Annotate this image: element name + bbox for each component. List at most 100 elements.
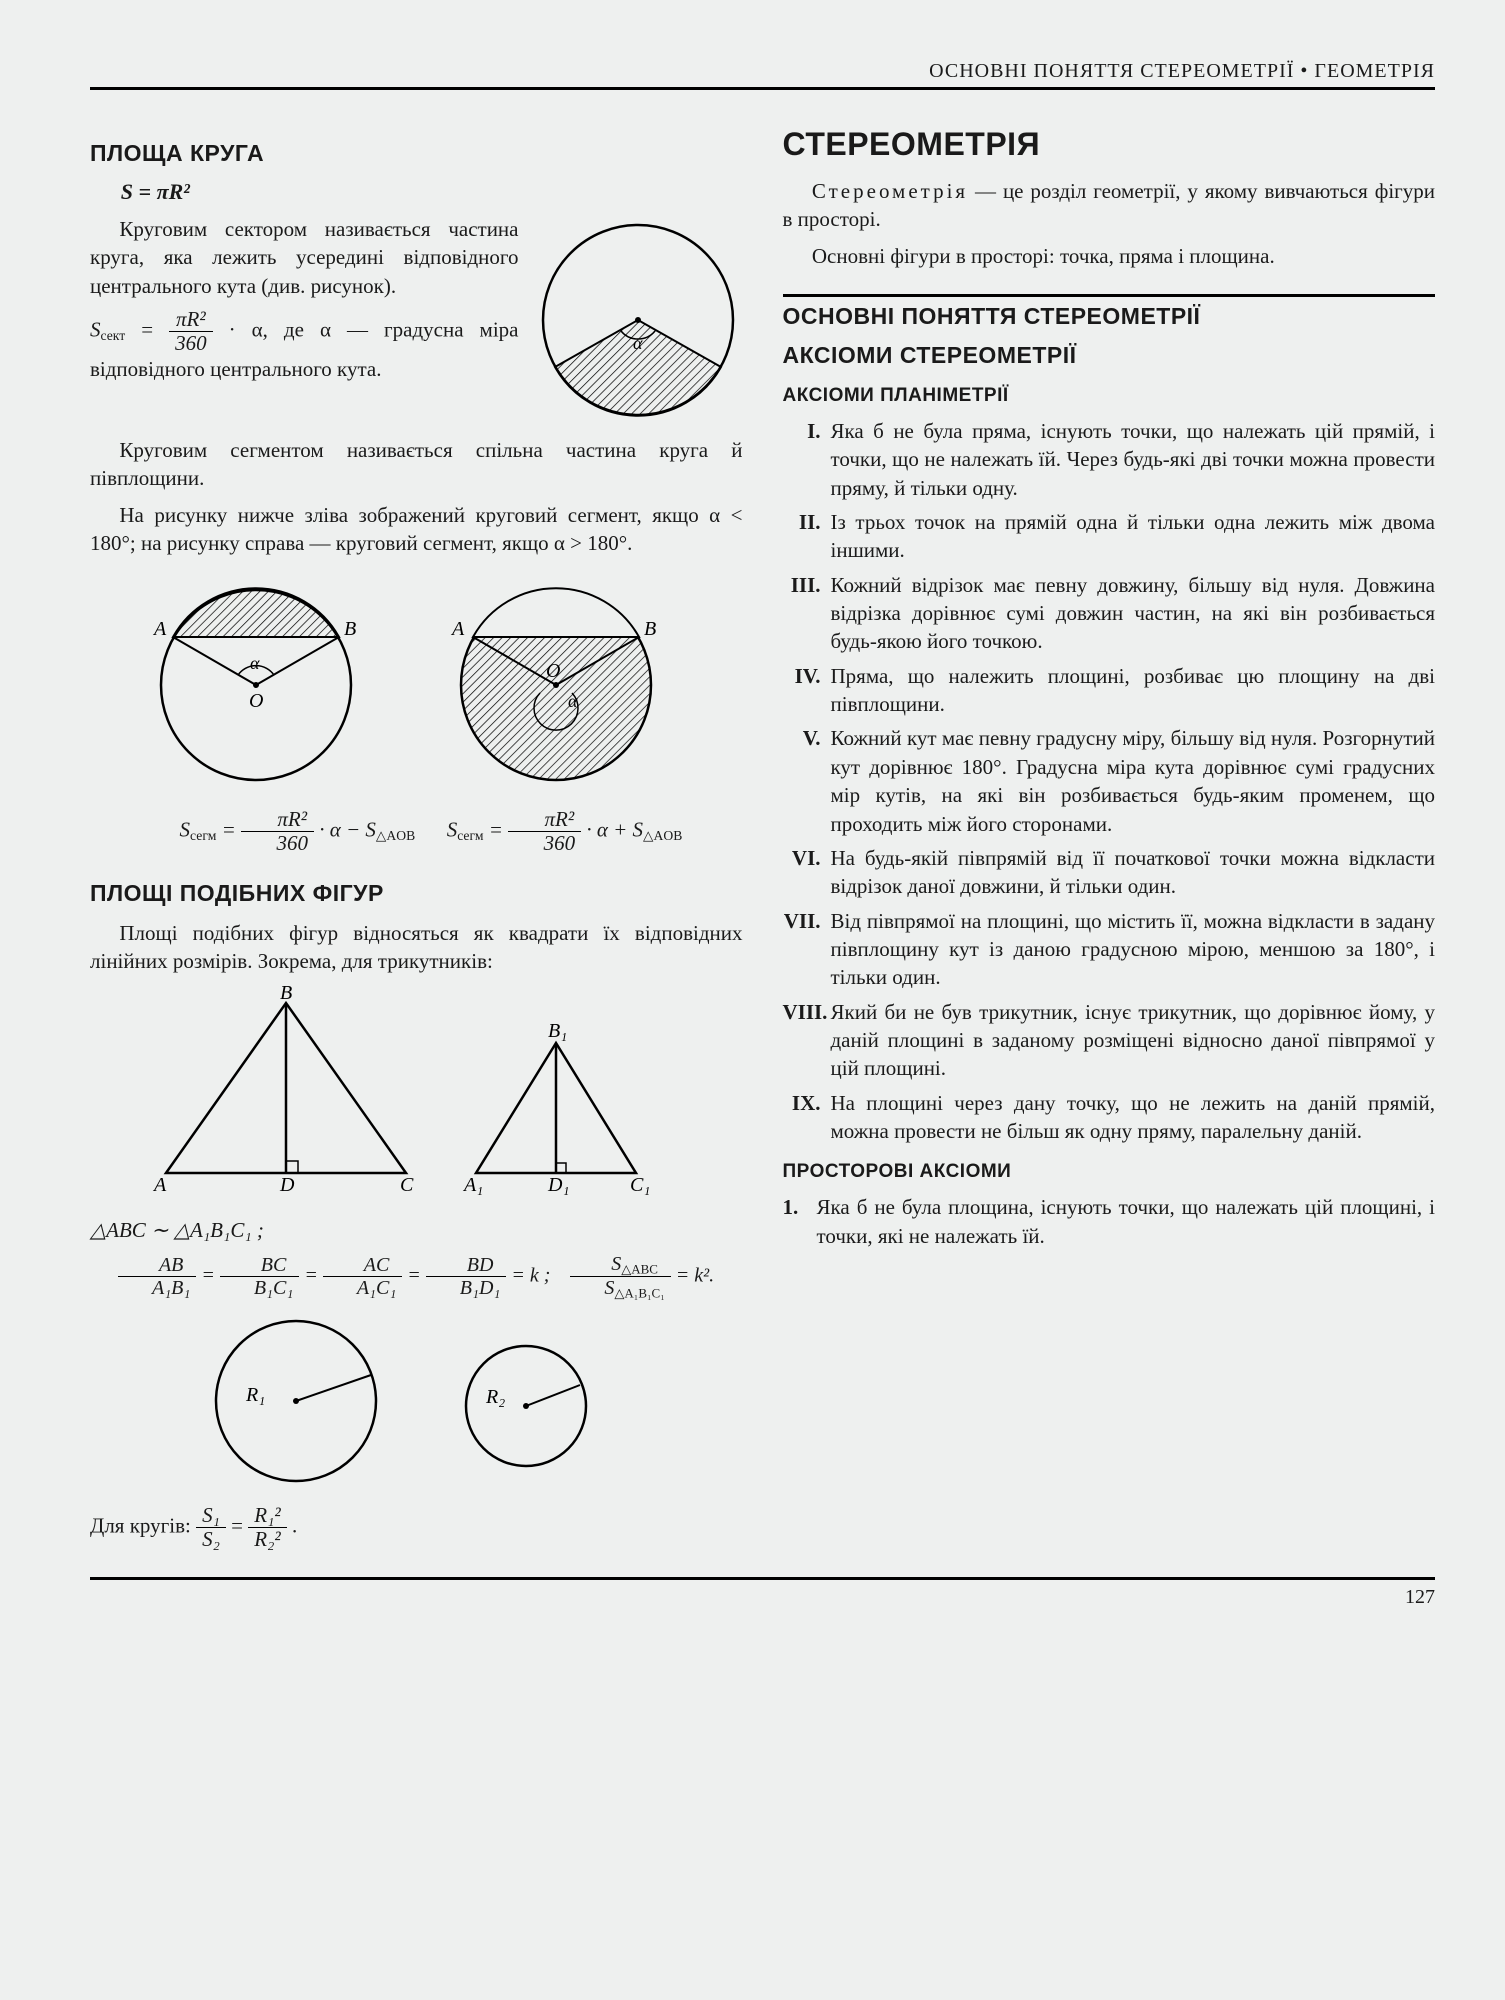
svg-text:R₂: R₂: [485, 1386, 505, 1408]
s2: S₂: [202, 1527, 220, 1551]
frac-den-3: 360: [508, 832, 581, 855]
k-val: k: [530, 1264, 539, 1286]
axiom-text: Пряма, що належить площині, розбиває цю …: [831, 662, 1436, 719]
segment-diagrams: A B O α A B O α: [90, 565, 743, 800]
r2: R₂²: [254, 1527, 280, 1551]
axiom-text: Яка б не була пряма, існують точки, що н…: [831, 417, 1436, 502]
roman-num: II.: [783, 508, 831, 565]
axiom-text: Із трьох точок на прямій одна й тільки о…: [831, 508, 1436, 565]
sector-diagram: α: [533, 215, 743, 430]
svg-text:α: α: [568, 691, 578, 711]
axiom-item: IV.Пряма, що належить площині, розбиває …: [783, 662, 1436, 719]
svg-text:O: O: [546, 660, 560, 682]
svg-text:R₁: R₁: [245, 1384, 265, 1406]
axiom-item: VIII.Який би не був трикутник, існує три…: [783, 998, 1436, 1083]
svg-text:A: A: [152, 618, 167, 640]
heading-circle-area: ПЛОЩА КРУГА: [90, 140, 743, 167]
segm-sub-2: сегм: [457, 828, 483, 843]
rc1n: AB: [118, 1254, 196, 1277]
two-column-layout: ПЛОЩА КРУГА S = πR² α Круговим сектором …: [90, 116, 1435, 1559]
roman-num: VIII.: [783, 998, 831, 1083]
axiom-text: Від півпрямої на площині, що містить її,…: [831, 907, 1436, 992]
axiom-item: III.Кожний відрізок має певну довжину, б…: [783, 571, 1436, 656]
tri-sub-2: △AOB: [643, 828, 682, 843]
sqd-sub: △A₁B₁C₁: [614, 1285, 664, 1300]
svg-text:C₁: C₁: [630, 1174, 650, 1196]
left-column: ПЛОЩА КРУГА S = πR² α Круговим сектором …: [90, 116, 743, 1559]
roman-num: III.: [783, 571, 831, 656]
axiom-item: VI.На будь-якій півпрямій від її початко…: [783, 844, 1436, 901]
roman-num: VI.: [783, 844, 831, 901]
planimetry-axiom-list: I.Яка б не була пряма, існують точки, що…: [783, 417, 1436, 1145]
axiom-text: Кожний відрізок має певну довжину, більш…: [831, 571, 1436, 656]
page-number: 127: [90, 1586, 1435, 1609]
svg-text:A₁: A₁: [462, 1174, 483, 1196]
running-header: ОСНОВНІ ПОНЯТТЯ СТЕРЕОМЕТРІЇ • ГЕОМЕТРІЯ: [90, 60, 1435, 90]
svg-text:O: O: [249, 690, 263, 712]
s1: S₁: [202, 1503, 220, 1527]
circles-ratio: Для кругів: S₁S₂ = R₁²R₂² .: [90, 1504, 743, 1551]
mid2: · α + S: [586, 818, 643, 842]
svg-text:B: B: [280, 983, 292, 1004]
bottom-rule: [90, 1577, 1435, 1580]
triangles-diagram: A B C D A₁ B₁ C₁ D₁: [90, 983, 743, 1208]
axiom-text: Кожний кут має певну градусну міру, біль…: [831, 724, 1436, 837]
svg-text:B: B: [644, 618, 656, 640]
svg-text:D₁: D₁: [547, 1174, 569, 1196]
heading-main-concepts: ОСНОВНІ ПОНЯТТЯ СТЕРЕОМЕТРІЇ: [783, 294, 1436, 330]
roman-num: VII.: [783, 907, 831, 992]
space-axiom-text: Яка б не була площина, існують точки, що…: [817, 1193, 1436, 1250]
roman-num: IX.: [783, 1089, 831, 1146]
roman-num: IV.: [783, 662, 831, 719]
svg-text:C: C: [400, 1174, 414, 1196]
rc4d: B₁D₁: [426, 1277, 507, 1299]
axiom-item: VII.Від півпрямої на площині, що містить…: [783, 907, 1436, 992]
sqn-sub: △ABC: [621, 1261, 658, 1276]
segm-sub-1: сегм: [190, 828, 216, 843]
frac-den-2: 360: [241, 832, 314, 855]
right-column: СТЕРЕОМЕТРІЯ Стереометрія — це розділ ге…: [783, 116, 1436, 1559]
heading-similar: ПЛОЩІ ПОДІБНИХ ФІГУР: [90, 880, 743, 907]
space-axiom-item: 1.Яка б не була площина, існують точки, …: [783, 1193, 1436, 1250]
axiom-item: IX.На площині через дану точку, що не ле…: [783, 1089, 1436, 1146]
svg-text:B: B: [344, 618, 356, 640]
svg-text:α: α: [250, 653, 260, 673]
rc3d: A₁C₁: [323, 1277, 402, 1299]
sqd: S: [604, 1277, 614, 1299]
space-axiom-list: 1.Яка б не була площина, існують точки, …: [783, 1193, 1436, 1250]
frac-num-2: πR²: [241, 808, 314, 832]
sqn: S: [611, 1253, 621, 1275]
heading-axioms: АКСІОМИ СТЕРЕОМЕТРІЇ: [783, 342, 1436, 369]
svg-text:A: A: [450, 618, 465, 640]
frac-den: 360: [169, 332, 213, 355]
arab-num: 1.: [783, 1193, 817, 1250]
circles-diagram: R₁ R₂: [90, 1311, 743, 1496]
svg-text:D: D: [279, 1174, 295, 1196]
axiom-item: V.Кожний кут має певну градусну міру, бі…: [783, 724, 1436, 837]
ratio-chain: ABA₁B₁ = BCB₁C₁ = ACA₁C₁ = BDB₁D₁ = k ; …: [90, 1253, 743, 1301]
heading-planimetry-axioms: АКСІОМИ ПЛАНІМЕТРІЇ: [783, 385, 1436, 407]
axiom-text: На будь-якій півпрямій від її початкової…: [831, 844, 1436, 901]
heading-space-axioms: ПРОСТОРОВІ АКСІОМИ: [783, 1161, 1436, 1183]
segment-def: Круговим сегментом називається спільна ч…: [90, 436, 743, 493]
rc4n: BD: [426, 1254, 507, 1277]
k2: k²: [694, 1264, 709, 1286]
rc3n: AC: [323, 1254, 402, 1277]
sector-formula-post: · α, де α — градус­на міра відповідного …: [90, 317, 519, 381]
tri-sub-1: △AOB: [376, 828, 415, 843]
rc2d: B₁C₁: [220, 1277, 299, 1299]
roman-num: V.: [783, 724, 831, 837]
axiom-text: Який би не був трикутник, існує трикутни…: [831, 998, 1436, 1083]
r1: R₁²: [254, 1503, 280, 1527]
roman-num: I.: [783, 417, 831, 502]
svg-text:B₁: B₁: [548, 1020, 567, 1042]
S-sym: S: [90, 317, 101, 341]
similar-relation: △ABC ∼ △A₁B₁C₁ ;: [90, 1216, 743, 1244]
segment-cases: На рисунку нижче зліва зображений кругов…: [90, 501, 743, 558]
mid1: · α − S: [319, 818, 376, 842]
rc1d: A₁B₁: [118, 1277, 196, 1299]
rc2n: BC: [220, 1254, 299, 1277]
circles-label: Для кругів:: [90, 1513, 191, 1537]
axiom-item: I.Яка б не була пряма, існують точки, що…: [783, 417, 1436, 502]
axiom-text: На площині через дану точку, що не лежит…: [831, 1089, 1436, 1146]
